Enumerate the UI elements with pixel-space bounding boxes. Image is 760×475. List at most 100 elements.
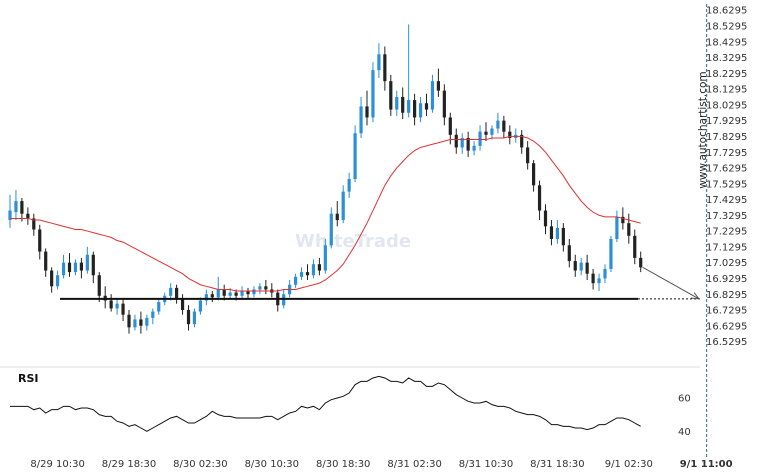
candle-body: [246, 291, 250, 295]
candle: [133, 314, 137, 331]
candle-body: [216, 289, 220, 298]
candle-body: [395, 96, 399, 110]
candle-body: [222, 289, 226, 296]
candle: [246, 287, 250, 299]
candle: [549, 220, 554, 246]
candle: [401, 87, 405, 120]
candle: [603, 264, 607, 284]
candle-body: [532, 163, 536, 186]
time-tick-label: 9/1 11:00: [680, 459, 733, 470]
candle-body: [305, 272, 310, 276]
candle-body: [67, 262, 72, 273]
candle: [490, 125, 494, 140]
candle: [121, 298, 125, 322]
candle-body: [127, 314, 131, 328]
time-tick-label: 8/29 18:30: [102, 459, 156, 470]
candle: [460, 133, 464, 154]
candle: [151, 308, 155, 325]
candle: [294, 273, 298, 288]
candle: [61, 254, 66, 279]
moving-average-line: [10, 135, 641, 292]
candle-body: [478, 131, 482, 146]
candle: [347, 172, 351, 198]
candle-body: [175, 287, 179, 299]
price-tick-label: 17.3295: [706, 211, 747, 222]
candle-body: [85, 254, 89, 271]
candle-body: [323, 245, 327, 271]
candle-body: [579, 262, 583, 271]
candle: [204, 289, 208, 306]
candle-body: [442, 90, 446, 118]
candle-body: [252, 289, 256, 295]
candle-body: [56, 275, 60, 287]
candle-body: [73, 262, 78, 273]
candle-body: [44, 251, 48, 271]
price-tick-label: 17.9295: [706, 116, 747, 127]
site-watermark: www.autochartist.com: [697, 71, 709, 188]
candle: [103, 286, 107, 309]
candle-body: [424, 103, 429, 110]
candle-body: [198, 300, 202, 312]
candle: [502, 115, 506, 138]
candle: [484, 122, 488, 142]
candle-body: [430, 81, 435, 110]
price-tick-label: 18.1295: [706, 85, 747, 96]
candle: [145, 314, 149, 331]
candle-body: [621, 216, 625, 224]
candle: [555, 220, 559, 244]
candle-body: [186, 309, 191, 325]
candle-body: [609, 238, 613, 269]
candle-body: [145, 317, 149, 326]
candle: [109, 294, 113, 312]
candle: [73, 259, 78, 276]
price-tick-label: 18.5295: [706, 22, 747, 33]
candle: [520, 130, 524, 154]
candle-body: [537, 185, 542, 211]
price-y-ticks: 18.6295 18.5295 18.4295 18.3295 18.2295 18.12…: [706, 6, 747, 348]
candle: [91, 251, 95, 284]
candle-body: [365, 106, 369, 118]
candle: [252, 286, 256, 298]
forecast-arrow-head: [690, 292, 701, 300]
candle: [20, 197, 24, 222]
candle-body: [627, 223, 631, 236]
candle-body: [139, 319, 143, 326]
candle-body: [192, 311, 197, 325]
candle-body: [133, 319, 137, 328]
candle-body: [377, 54, 381, 71]
price-tick-label: 16.6295: [706, 321, 747, 332]
price-tick-label: 18.6295: [706, 6, 747, 17]
price-tick-label: 17.4295: [706, 195, 747, 206]
candle-body: [413, 100, 417, 118]
candle-body: [591, 273, 595, 284]
price-tick-label: 18.0295: [706, 100, 747, 111]
candle-body: [490, 128, 494, 135]
candle-body: [460, 137, 464, 148]
candle: [341, 185, 345, 224]
candle-body: [264, 286, 268, 290]
candle-body: [401, 96, 405, 113]
candle: [478, 125, 482, 151]
candle: [335, 201, 339, 227]
price-tick-label: 18.3295: [706, 53, 747, 64]
price-tick-label: 16.8295: [706, 290, 747, 301]
candle-body: [585, 262, 589, 274]
candle: [639, 251, 643, 273]
candle-body: [14, 201, 18, 213]
rsi-tick-label: 60: [678, 394, 691, 405]
candle: [609, 235, 613, 273]
candle-body: [180, 298, 185, 310]
candle-body: [615, 216, 619, 239]
candle: [97, 272, 101, 303]
candle: [305, 264, 310, 280]
candle: [389, 74, 393, 116]
price-tick-label: 17.7295: [706, 148, 747, 159]
candle: [210, 291, 214, 303]
candle-body: [603, 268, 607, 279]
candle-body: [561, 227, 565, 246]
candle-body: [508, 131, 512, 138]
candle-body: [32, 218, 36, 230]
price-tick-label: 16.5295: [706, 337, 747, 348]
candle: [585, 254, 589, 280]
